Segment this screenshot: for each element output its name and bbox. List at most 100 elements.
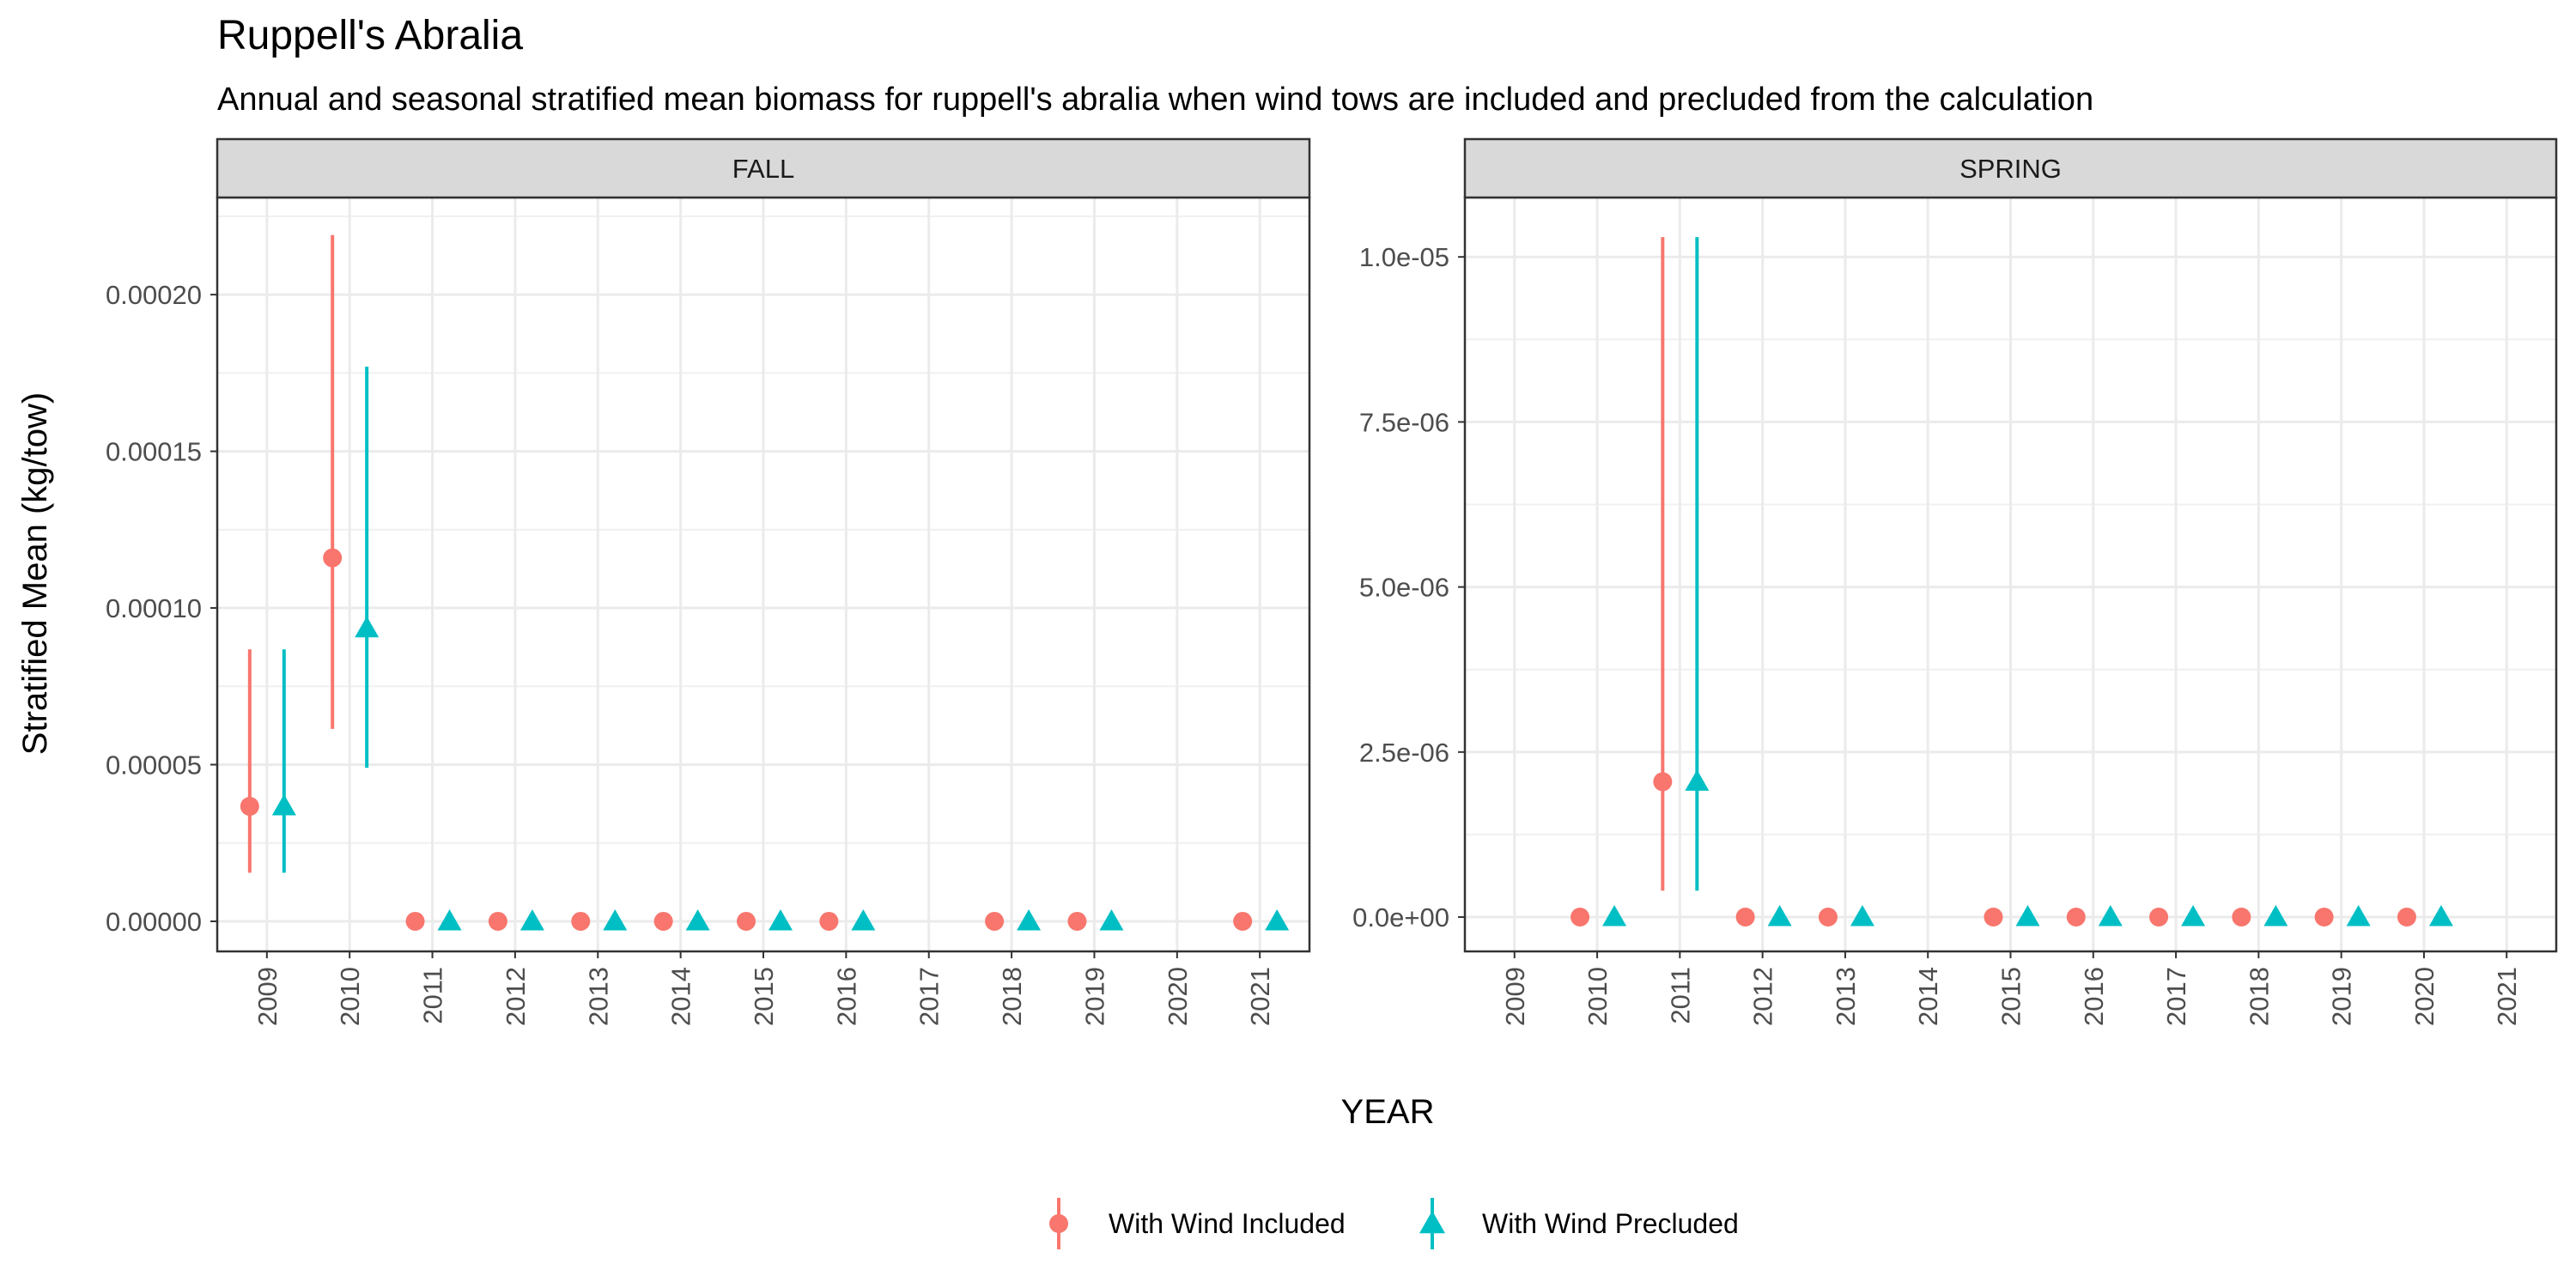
data-point	[1067, 911, 1087, 931]
data-point	[1099, 908, 1124, 931]
series-with-wind-included	[240, 234, 1253, 931]
data-point	[488, 911, 507, 931]
panel-spring: 0.0e+00 2.5e-06 5.0e-06 7.5e-06 1.0e-05 2009 2…	[1352, 137, 2558, 1026]
data-point	[2149, 908, 2169, 927]
data-point	[2428, 905, 2453, 927]
y-tick-label: 1.0e-05	[1359, 242, 1449, 272]
legend-label: With Wind Included	[1109, 1208, 1346, 1239]
data-point	[519, 908, 544, 931]
x-tick-label: 2012	[501, 967, 531, 1026]
data-point	[737, 911, 756, 931]
data-point	[685, 908, 710, 931]
data-point	[405, 911, 425, 931]
data-point	[240, 797, 259, 817]
data-point	[571, 911, 591, 931]
x-tick-label: 2009	[1500, 967, 1530, 1026]
facet-panels: 0.00000 0.00005 0.00010 0.00015 0.00020 2009 2…	[106, 137, 2558, 1026]
data-point	[1984, 908, 2003, 927]
chart-subtitle: Annual and seasonal stratified mean biom…	[217, 82, 2093, 118]
data-point	[1653, 772, 1673, 792]
panel-fall: 0.00000 0.00005 0.00010 0.00015 0.00020 2009 2…	[106, 137, 1311, 1026]
x-tick-label: 2020	[1163, 967, 1193, 1026]
data-point	[603, 908, 628, 931]
x-tick-label: 2013	[583, 967, 613, 1026]
x-tick-label: 2011	[1665, 967, 1695, 1024]
data-point	[819, 911, 839, 931]
x-tick-label: 2020	[2409, 967, 2439, 1026]
y-tick-label: 0.00010	[106, 593, 202, 623]
series-with-wind-precluded	[1602, 237, 2453, 927]
data-point	[2181, 905, 2206, 927]
x-tick-label: 2012	[1748, 967, 1778, 1026]
data-point	[1571, 908, 1590, 927]
y-axis-title: Stratified Mean (kg/tow)	[16, 392, 54, 755]
data-point	[1602, 905, 1627, 927]
data-point	[271, 794, 296, 816]
y-tick-label: 0.00000	[106, 907, 202, 937]
data-point	[2314, 908, 2334, 927]
facet-strip	[216, 137, 1311, 199]
x-tick-label: 2021	[1245, 967, 1275, 1026]
y-tick-label: 7.5e-06	[1359, 407, 1449, 437]
data-point	[2232, 908, 2251, 927]
x-tick-label: 2014	[1913, 967, 1943, 1026]
chart-title: Ruppell's Abralia	[217, 13, 523, 58]
data-point	[1265, 908, 1290, 931]
legend: With Wind Included With Wind Precluded	[1049, 1198, 1739, 1249]
x-tick-label: 2014	[666, 967, 696, 1026]
data-point	[1850, 905, 1874, 927]
facet-strip-label: SPRING	[1959, 154, 2062, 184]
legend-item: With Wind Included	[1049, 1198, 1346, 1249]
x-tick-label: 2016	[831, 967, 861, 1026]
data-point	[1767, 905, 1792, 927]
series-with-wind-precluded	[271, 367, 1290, 931]
data-point	[985, 911, 1005, 931]
x-tick-label: 2021	[2492, 967, 2522, 1026]
data-point	[653, 911, 673, 931]
data-point	[1233, 911, 1253, 931]
x-axis-title: YEAR	[1341, 1093, 1435, 1131]
facet-strip-label: FALL	[732, 154, 794, 184]
legend-item: With Wind Precluded	[1419, 1198, 1739, 1249]
data-point	[2263, 905, 2288, 927]
y-tick-label: 0.00020	[106, 280, 202, 310]
legend-key-marker	[1419, 1211, 1445, 1234]
data-point	[1818, 908, 1838, 927]
x-tick-label: 2017	[2161, 967, 2191, 1026]
y-tick-label: 0.0e+00	[1352, 902, 1449, 933]
facet-strip	[1463, 137, 2558, 199]
data-point	[1685, 769, 1710, 791]
data-point	[1017, 908, 1042, 931]
data-point	[851, 908, 876, 931]
x-tick-label: 2016	[2079, 967, 2109, 1026]
data-point	[2066, 908, 2086, 927]
data-point	[2098, 905, 2123, 927]
y-tick-label: 2.5e-06	[1359, 738, 1449, 768]
x-tick-label: 2011	[418, 967, 448, 1024]
x-tick-label: 2019	[1079, 967, 1109, 1026]
x-tick-label: 2009	[252, 967, 283, 1026]
x-tick-label: 2015	[1996, 967, 2026, 1026]
x-tick-label: 2018	[997, 967, 1027, 1026]
data-point	[2397, 908, 2416, 927]
y-tick-label: 0.00005	[106, 750, 202, 781]
data-point	[1735, 908, 1755, 927]
x-tick-label: 2010	[1583, 967, 1613, 1026]
data-point	[2015, 905, 2040, 927]
series-with-wind-included	[1571, 237, 2416, 927]
x-tick-label: 2018	[2244, 967, 2274, 1026]
x-tick-label: 2013	[1831, 967, 1861, 1026]
x-tick-label: 2015	[749, 967, 779, 1026]
x-tick-label: 2010	[335, 967, 365, 1026]
data-point	[323, 548, 343, 568]
data-point	[2346, 905, 2371, 927]
x-tick-label: 2019	[2327, 967, 2357, 1026]
legend-key-marker	[1049, 1214, 1068, 1233]
data-point	[355, 616, 380, 638]
legend-label: With Wind Precluded	[1482, 1208, 1739, 1239]
y-tick-label: 0.00015	[106, 437, 202, 467]
data-point	[437, 908, 462, 931]
x-tick-label: 2017	[914, 967, 945, 1026]
data-point	[769, 908, 793, 931]
